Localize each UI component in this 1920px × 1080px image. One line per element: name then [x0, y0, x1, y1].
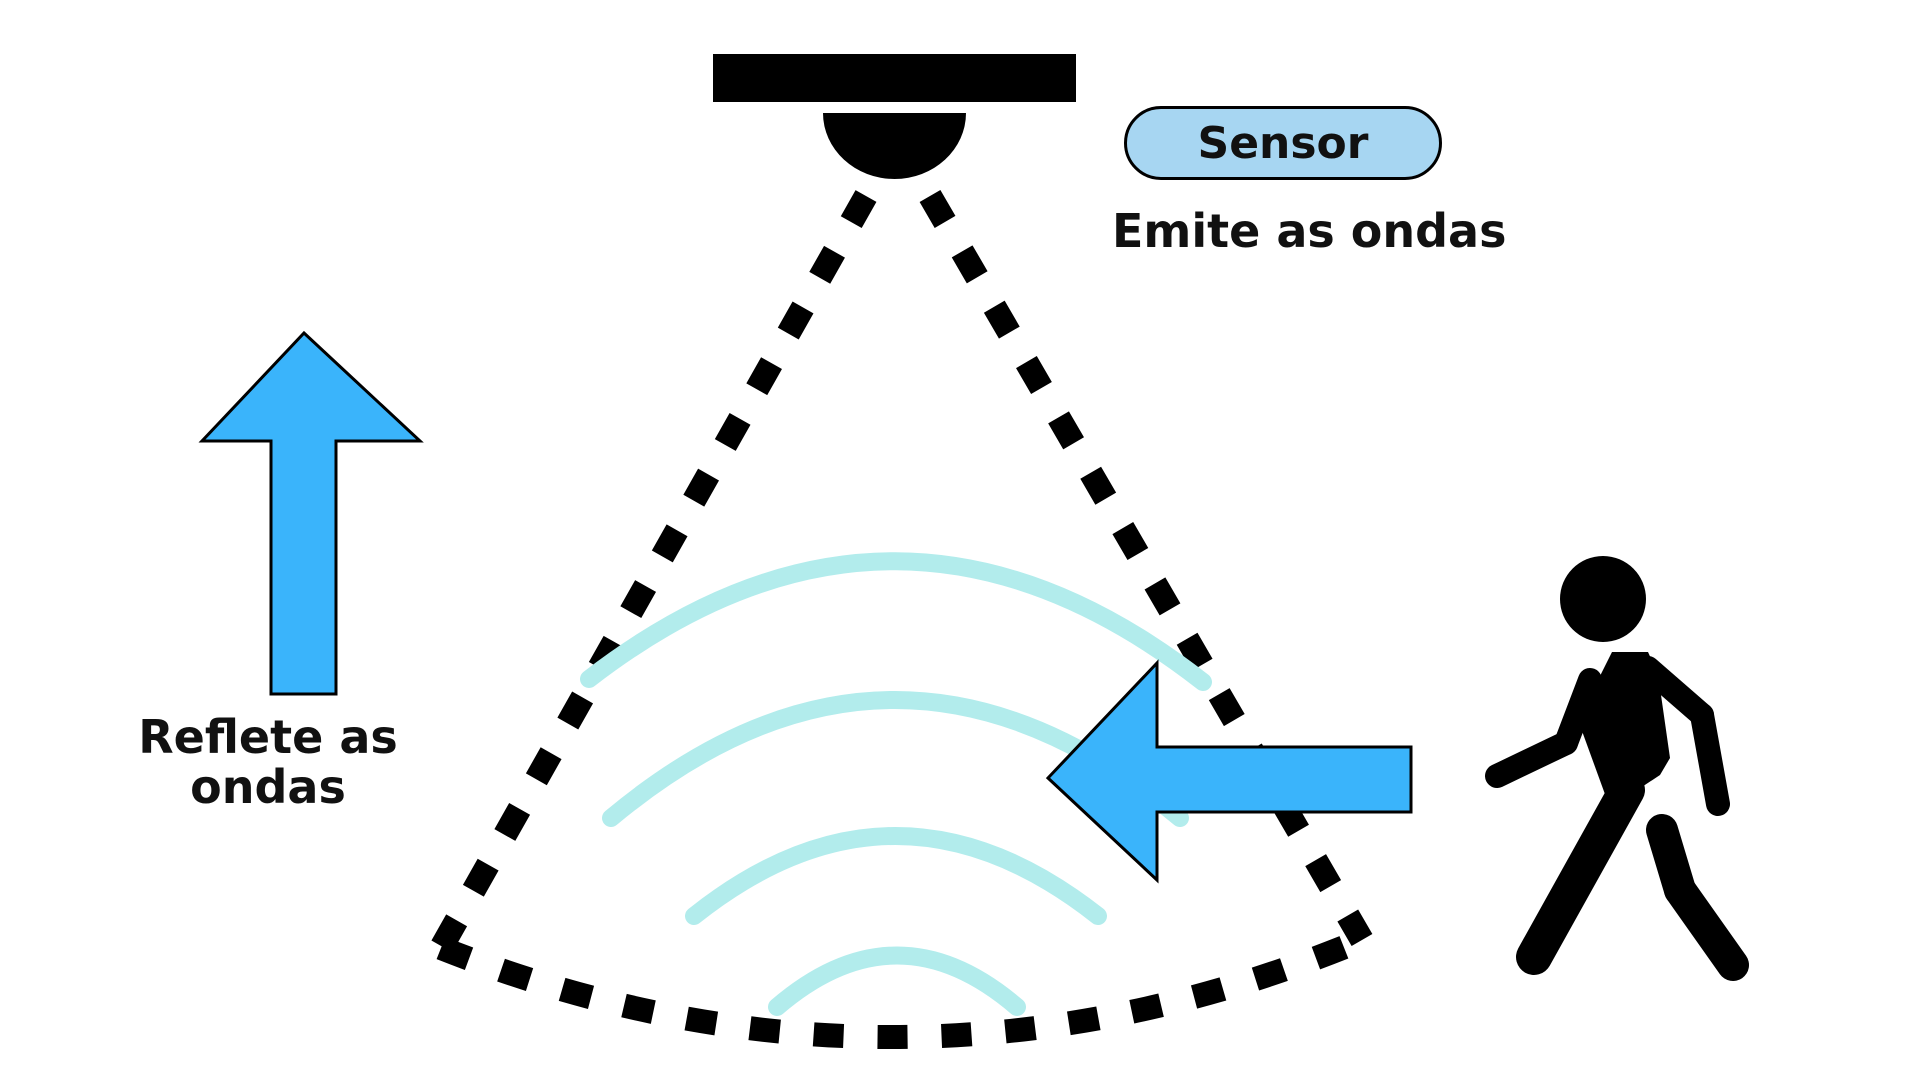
sensor-label-pill: Sensor	[1124, 106, 1442, 180]
detection-cone-bottom-edge	[436, 928, 1367, 1049]
wave-arc-1	[580, 552, 1212, 691]
detection-cone-left-edge	[430, 190, 877, 954]
ceiling-sensor-icon	[823, 113, 966, 179]
ceiling-bar	[713, 54, 1076, 102]
sensor-label: Sensor	[1197, 117, 1369, 169]
person-walking-icon	[1485, 556, 1749, 981]
detection-cone-right-edge	[919, 189, 1373, 947]
emit-waves-caption: Emite as ondas	[1112, 204, 1507, 258]
arrow-left-icon	[1045, 659, 1413, 884]
wave-arc-3	[685, 827, 1107, 925]
reflect-waves-caption: Reflete as ondas	[138, 710, 398, 814]
arrow-up-icon	[198, 330, 424, 696]
wave-arc-4	[768, 946, 1026, 1016]
